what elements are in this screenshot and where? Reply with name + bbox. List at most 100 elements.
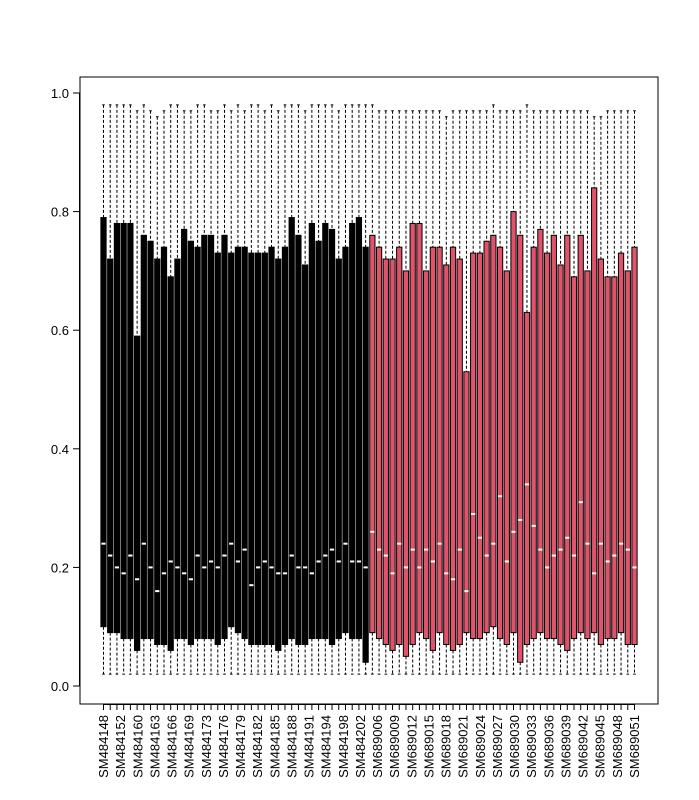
box-body — [355, 217, 363, 640]
box-body — [369, 234, 376, 634]
x-tick-label: SM689039 — [558, 715, 573, 778]
box-48 — [416, 110, 423, 675]
y-tick-label: 0.2 — [51, 560, 69, 575]
box-body — [463, 371, 470, 634]
box-body — [530, 246, 537, 640]
box-26 — [268, 104, 275, 675]
x-tick-label: SM484194 — [319, 715, 334, 778]
box-body — [234, 246, 242, 634]
box-body — [577, 234, 584, 634]
box-body — [617, 252, 625, 634]
box-70 — [564, 110, 571, 675]
y-tick-label: 0.0 — [51, 679, 69, 694]
box-body — [127, 222, 134, 640]
box-72 — [577, 110, 584, 675]
box-body — [604, 276, 611, 640]
box-body — [470, 252, 477, 640]
box-body — [107, 258, 114, 634]
box-71 — [570, 110, 578, 675]
x-tick-label: SM689012 — [404, 715, 419, 778]
box-body — [624, 270, 631, 645]
box-28 — [281, 104, 289, 675]
box-body — [517, 234, 524, 663]
box-body — [275, 258, 282, 651]
box-body — [174, 258, 181, 640]
box-66 — [537, 110, 544, 675]
y-axis: 0.0 0.2 0.4 0.6 0.8 1.0 — [51, 86, 80, 694]
box-64 — [523, 104, 531, 675]
box-78 — [617, 110, 625, 675]
box-74 — [591, 116, 598, 675]
box-69 — [557, 110, 564, 675]
x-tick-label: SM484191 — [302, 715, 317, 778]
box-23 — [248, 104, 255, 675]
box-24 — [254, 104, 262, 675]
box-61 — [503, 110, 510, 675]
box-body — [241, 246, 248, 640]
box-body — [523, 311, 531, 645]
box-39 — [355, 104, 363, 675]
box-body — [328, 228, 336, 645]
box-58 — [483, 110, 490, 675]
x-tick-label: SM689027 — [490, 715, 505, 778]
box-body — [181, 228, 188, 640]
box-41 — [369, 104, 376, 675]
boxes-layer — [100, 104, 638, 675]
x-tick-label: SM484173 — [199, 715, 214, 778]
box-44 — [389, 110, 396, 675]
box-35 — [328, 104, 336, 675]
box-60 — [496, 110, 504, 675]
x-tick-label: SM484148 — [96, 715, 111, 778]
box-body — [449, 246, 457, 651]
box-body — [537, 228, 544, 634]
box-body — [194, 246, 201, 640]
y-tick-label: 0.6 — [51, 323, 69, 338]
box-body — [503, 270, 510, 645]
box-body — [456, 258, 463, 645]
x-tick-label: SM484188 — [284, 715, 299, 778]
x-tick-label: SM689009 — [387, 715, 402, 778]
box-67 — [543, 110, 551, 675]
box-body — [416, 222, 423, 634]
box-56 — [470, 110, 477, 675]
box-body — [402, 270, 410, 657]
box-32 — [308, 104, 315, 675]
box-21 — [234, 104, 242, 675]
box-body — [483, 240, 490, 634]
box-body — [248, 252, 255, 645]
box-body — [160, 246, 168, 645]
box-49 — [423, 110, 430, 675]
box-10 — [160, 110, 168, 675]
box-body — [557, 264, 564, 645]
box-body — [443, 264, 450, 645]
box-8 — [147, 110, 154, 675]
x-tick-label: SM689051 — [627, 715, 642, 778]
x-tick-label: SM689006 — [370, 715, 385, 778]
y-tick-label: 0.4 — [51, 442, 69, 457]
box-body — [133, 335, 141, 651]
box-52 — [443, 116, 450, 675]
box-65 — [530, 110, 537, 675]
box-27 — [275, 110, 282, 675]
box-3 — [113, 104, 121, 675]
box-body — [584, 270, 591, 640]
box-body — [409, 222, 416, 645]
x-tick-label: SM484152 — [113, 715, 128, 778]
box-63 — [517, 110, 524, 675]
x-tick-label: SM484160 — [130, 715, 145, 778]
box-body — [315, 240, 322, 640]
box-20 — [228, 110, 235, 675]
x-tick-label: SM484169 — [182, 715, 197, 778]
box-body — [476, 252, 484, 640]
box-body — [187, 240, 195, 645]
box-73 — [584, 110, 591, 675]
box-53 — [449, 110, 457, 675]
x-tick-label: SM484163 — [147, 715, 162, 778]
box-46 — [402, 110, 410, 675]
x-tick-label: SM484185 — [267, 715, 282, 778]
box-body — [268, 246, 275, 645]
box-9 — [154, 116, 161, 675]
box-50 — [429, 110, 436, 675]
box-body — [631, 246, 638, 645]
